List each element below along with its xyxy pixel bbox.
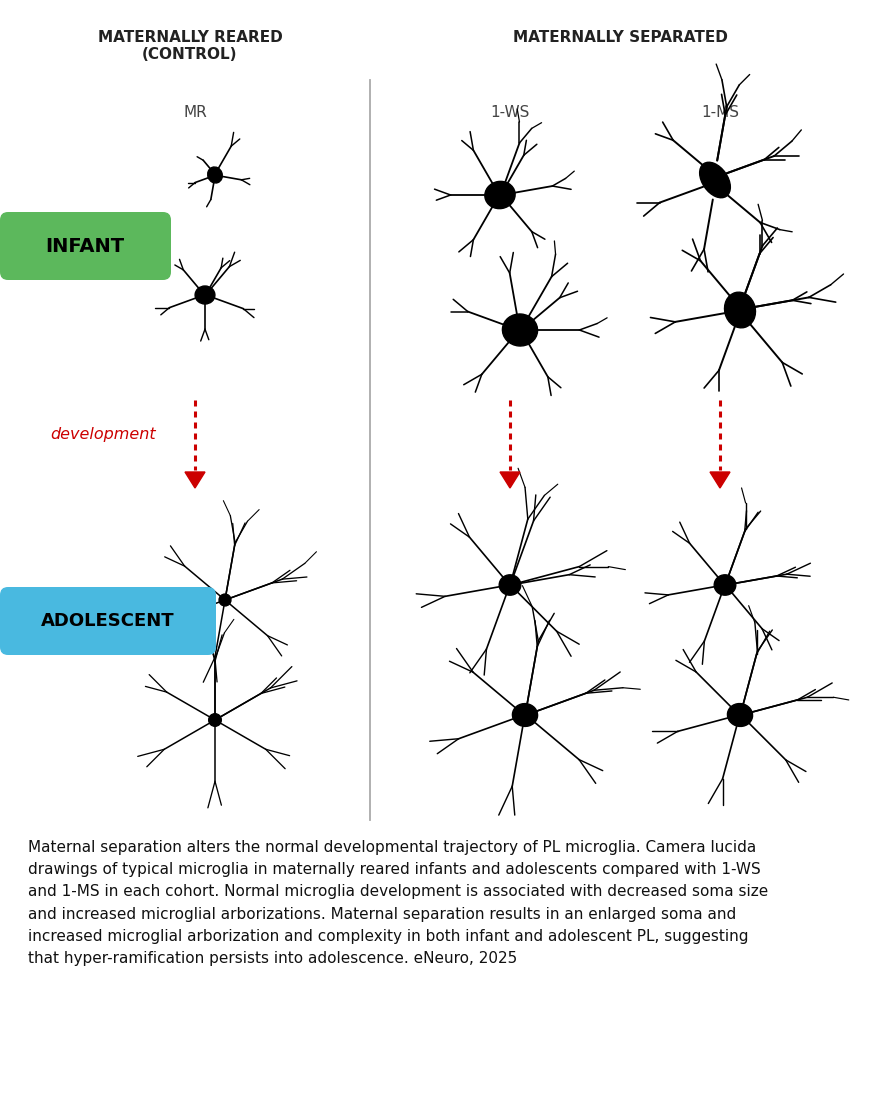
Text: MATERNALLY REARED
(CONTROL): MATERNALLY REARED (CONTROL) — [97, 30, 282, 63]
Text: Maternal separation alters the normal developmental trajectory of PL microglia. : Maternal separation alters the normal de… — [28, 840, 767, 966]
Text: MATERNALLY SEPARATED: MATERNALLY SEPARATED — [512, 30, 726, 45]
Ellipse shape — [713, 575, 735, 595]
Ellipse shape — [219, 594, 230, 606]
Text: INFANT: INFANT — [45, 236, 124, 255]
Ellipse shape — [499, 575, 521, 595]
Ellipse shape — [512, 703, 537, 726]
Ellipse shape — [484, 181, 514, 209]
Text: ADOLESCENT: ADOLESCENT — [41, 612, 175, 630]
FancyBboxPatch shape — [0, 212, 171, 280]
Text: development: development — [50, 427, 156, 443]
Ellipse shape — [726, 703, 752, 726]
Polygon shape — [709, 473, 729, 488]
Polygon shape — [500, 473, 520, 488]
Ellipse shape — [195, 286, 215, 304]
Polygon shape — [185, 473, 205, 488]
Ellipse shape — [209, 713, 221, 726]
Ellipse shape — [724, 293, 754, 328]
Text: MR: MR — [182, 105, 207, 120]
Ellipse shape — [501, 314, 537, 346]
Text: 1-WS: 1-WS — [490, 105, 529, 120]
Ellipse shape — [208, 167, 222, 183]
FancyBboxPatch shape — [0, 587, 216, 655]
Text: 1-MS: 1-MS — [700, 105, 738, 120]
Ellipse shape — [699, 162, 729, 198]
